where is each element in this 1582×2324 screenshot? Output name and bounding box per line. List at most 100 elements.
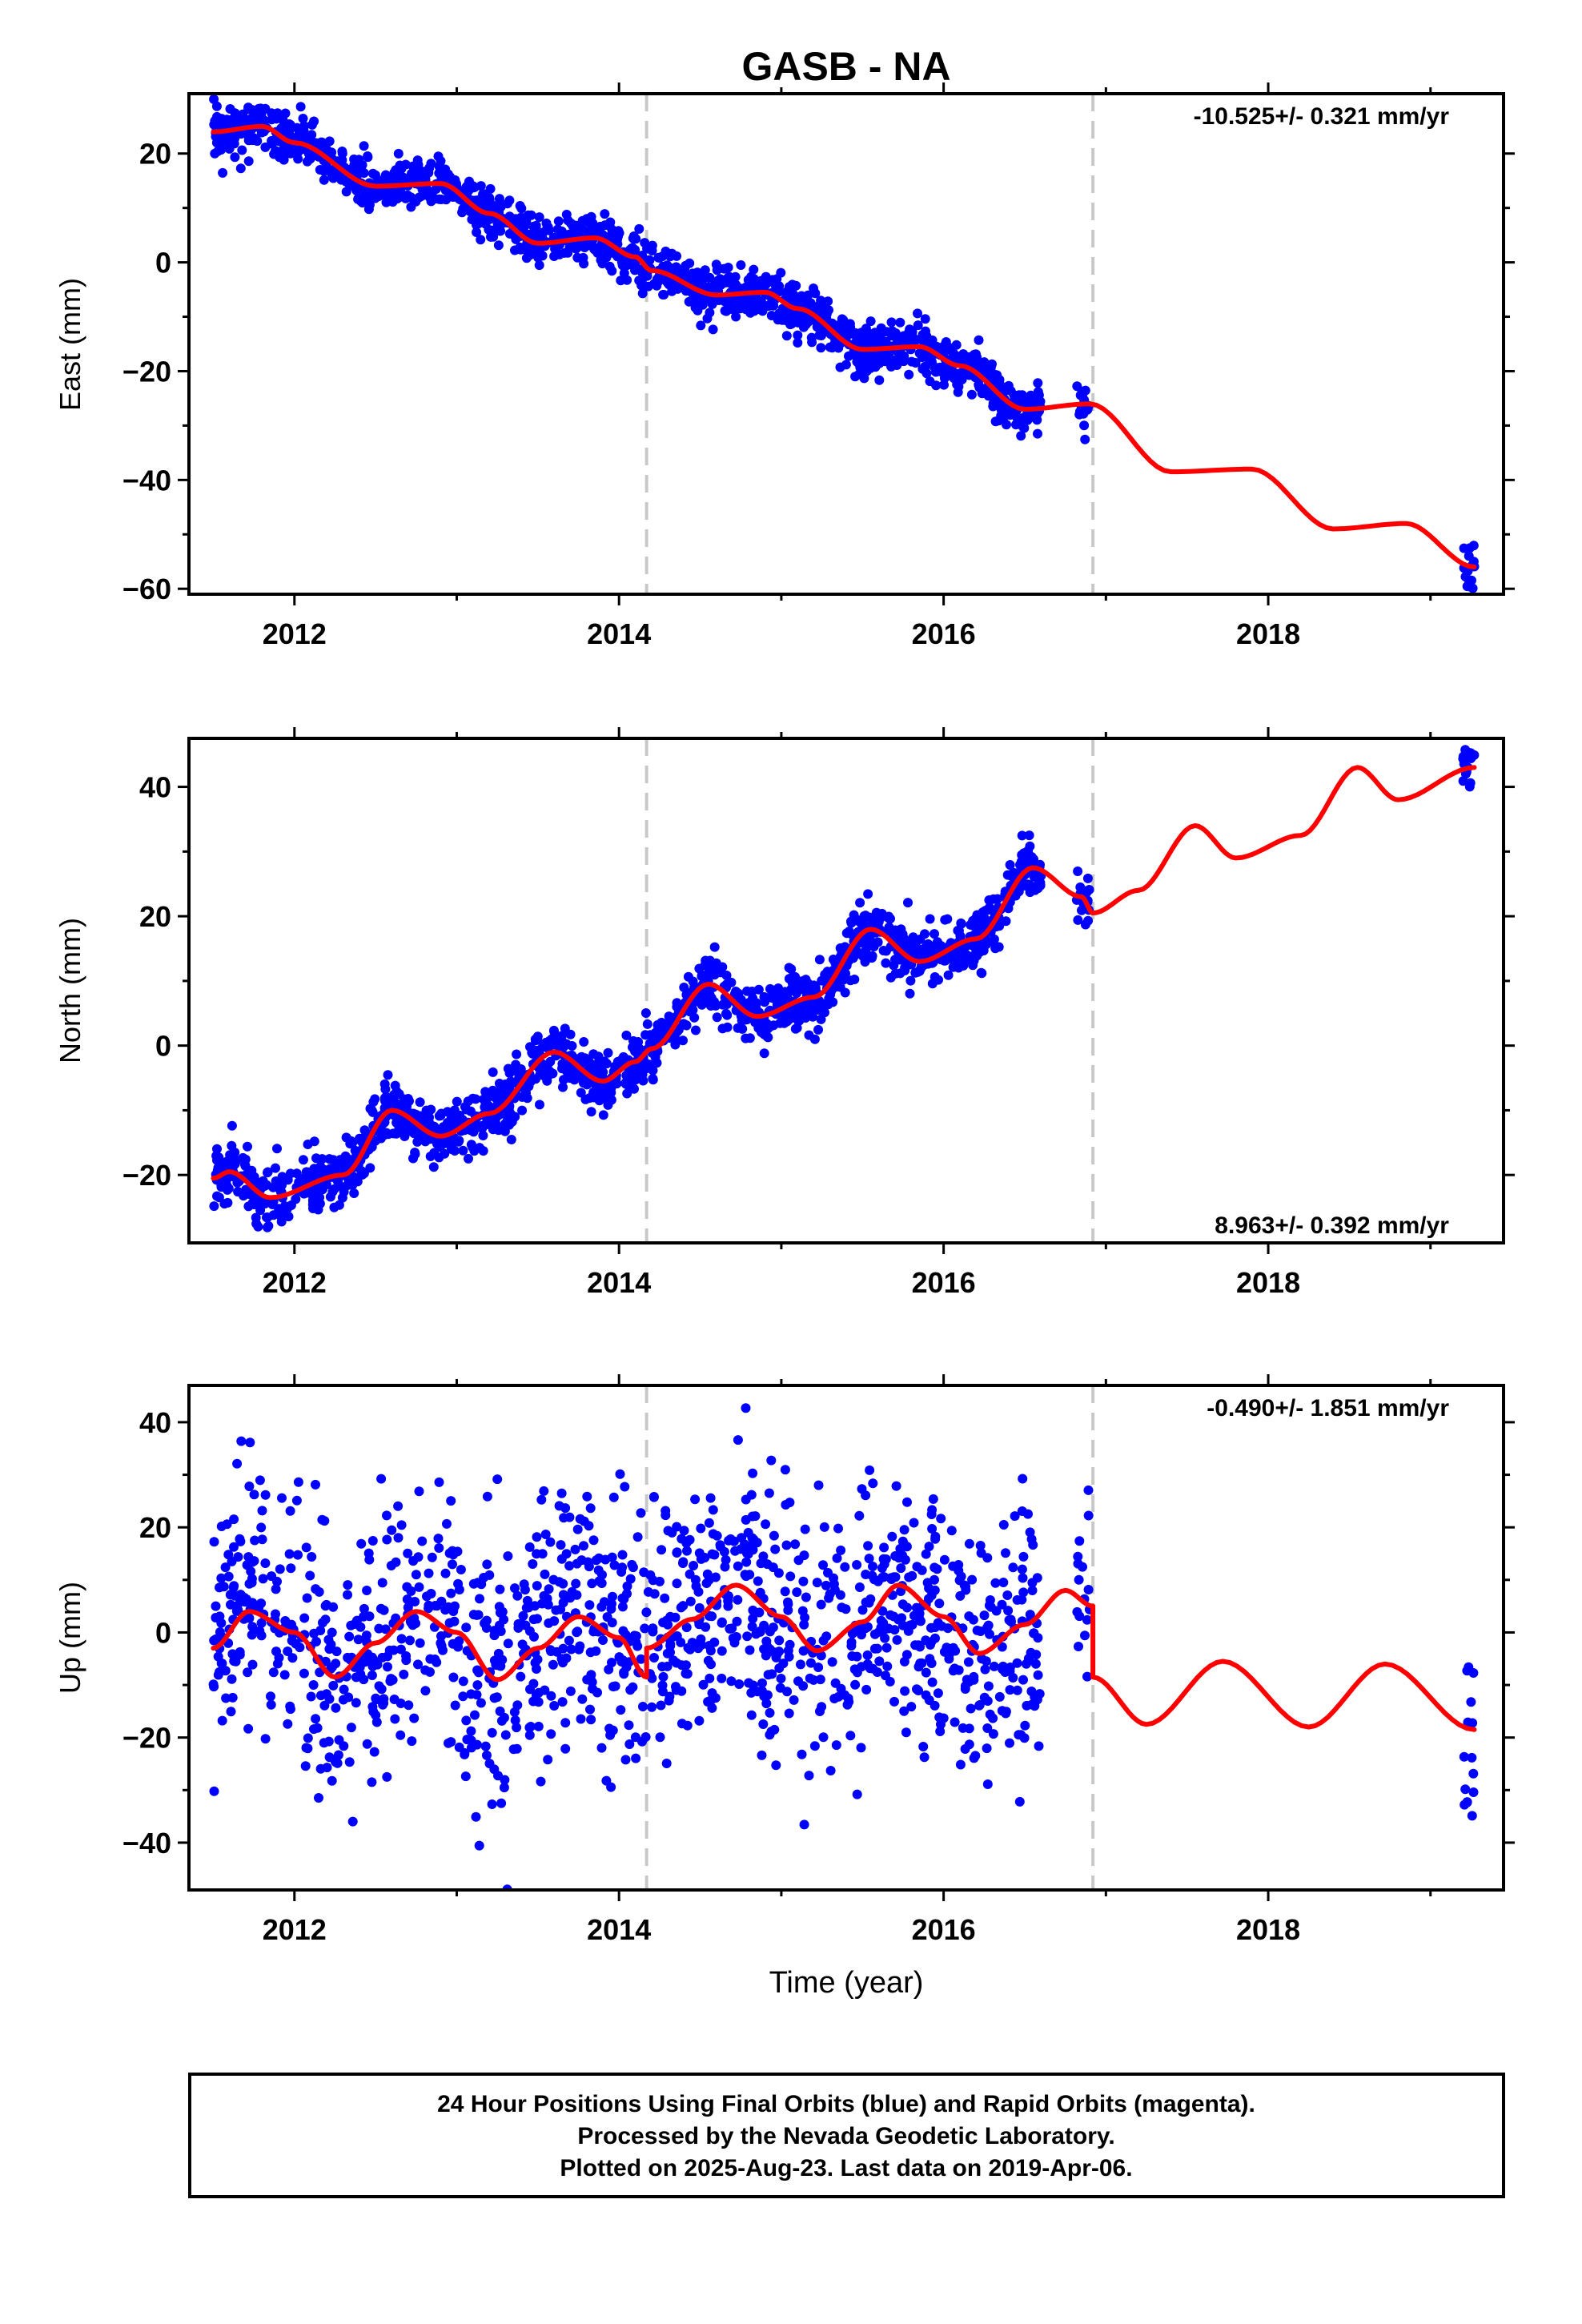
east-data-point <box>957 375 967 384</box>
up-data-point <box>876 1622 886 1633</box>
north-y-tick-label: 0 <box>155 1030 171 1063</box>
east-data-point <box>596 255 606 265</box>
up-data-point <box>481 1622 492 1633</box>
up-data-point <box>705 1673 715 1683</box>
up-data-point <box>306 1691 316 1702</box>
up-data-point <box>343 1580 353 1590</box>
up-data-point <box>548 1659 558 1670</box>
up-data-point <box>997 1599 1007 1610</box>
up-data-point <box>755 1626 765 1637</box>
up-data-point <box>512 1723 522 1733</box>
up-data-point <box>1022 1700 1032 1711</box>
up-data-point <box>321 1599 331 1610</box>
east-data-point <box>904 369 914 380</box>
up-data-point <box>741 1403 751 1413</box>
up-data-point <box>813 1663 824 1672</box>
up-data-point <box>226 1707 236 1717</box>
east-data-point <box>294 129 304 139</box>
north-data-point <box>209 1201 219 1212</box>
up-x-tick-label: 2014 <box>587 1913 651 1946</box>
up-data-point <box>617 1562 628 1573</box>
east-data-point <box>865 316 876 327</box>
up-data-point <box>434 1543 444 1553</box>
east-data-point <box>634 223 644 234</box>
up-data-point <box>308 1680 319 1690</box>
north-data-point <box>1073 866 1083 876</box>
up-data-point <box>1468 1787 1479 1797</box>
up-data-point <box>968 1614 978 1625</box>
up-data-point <box>519 1579 529 1590</box>
up-data-point <box>983 1620 994 1630</box>
north-data-point <box>496 1086 506 1096</box>
up-data-point <box>367 1777 377 1787</box>
east-data-point <box>502 199 512 209</box>
up-data-point <box>564 1635 574 1646</box>
east-data-point <box>359 141 369 151</box>
east-data-point <box>556 226 567 236</box>
north-data-point <box>914 966 925 976</box>
north-data-point <box>258 1176 268 1186</box>
up-data-point <box>926 1590 937 1601</box>
up-data-point <box>768 1622 778 1633</box>
up-data-point <box>690 1494 701 1505</box>
up-data-point <box>809 1741 820 1751</box>
north-data-point <box>689 1012 700 1023</box>
north-data-point <box>603 1047 613 1058</box>
north-data-point <box>452 1096 462 1107</box>
up-data-point <box>632 1532 643 1542</box>
up-data-point <box>233 1552 243 1562</box>
up-plot-frame <box>187 1384 1505 1892</box>
up-data-point <box>959 1580 970 1590</box>
up-data-point <box>729 1638 740 1648</box>
north-data-point <box>915 934 926 944</box>
up-data-point <box>475 1594 484 1604</box>
up-data-point <box>648 1623 658 1634</box>
north-data-point <box>629 1084 639 1094</box>
east-data-point <box>280 108 291 119</box>
north-rate-label: 8.963+/- 0.392 mm/yr <box>1215 1212 1449 1239</box>
up-data-point <box>414 1582 424 1592</box>
east-data-point <box>494 194 504 204</box>
up-data-point <box>649 1653 659 1663</box>
up-data-point <box>658 1671 669 1682</box>
up-data-point <box>696 1523 706 1534</box>
east-data-point <box>351 162 361 172</box>
figure-title: GASB - NA <box>741 44 950 89</box>
up-data-point <box>885 1610 896 1620</box>
up-data-point <box>256 1522 267 1533</box>
up-data-point <box>222 1519 232 1530</box>
up-data-point <box>1467 1752 1477 1763</box>
north-data-point <box>535 1100 544 1110</box>
north-data-point <box>1458 751 1468 762</box>
up-data-point <box>448 1546 458 1556</box>
north-data-point <box>712 1012 722 1023</box>
up-data-point <box>771 1760 781 1771</box>
north-data-point <box>227 1140 237 1151</box>
up-data-point <box>494 1602 504 1612</box>
up-data-point <box>608 1492 619 1502</box>
up-data-point <box>299 1668 309 1679</box>
up-data-point <box>1018 1587 1029 1598</box>
north-data-point <box>556 1031 567 1041</box>
up-data-point <box>560 1718 571 1728</box>
east-model-line <box>211 123 1477 569</box>
north-data-point <box>942 914 953 924</box>
up-data-point <box>1468 1718 1478 1728</box>
up-data-point <box>572 1626 583 1637</box>
up-data-point <box>767 1669 777 1679</box>
east-data-point <box>944 342 954 352</box>
north-data-point <box>759 1048 769 1059</box>
up-data-point <box>799 1619 809 1630</box>
east-data-point <box>793 330 803 340</box>
up-data-point <box>732 1616 742 1626</box>
up-data-point <box>1002 1590 1013 1600</box>
north-data-point <box>223 1184 232 1195</box>
up-data-point <box>219 1582 229 1592</box>
up-data-point <box>334 1735 344 1745</box>
east-data-point <box>969 356 979 366</box>
up-data-point <box>302 1593 312 1603</box>
up-data-point <box>594 1553 604 1563</box>
up-data-point <box>617 1593 628 1603</box>
up-data-point <box>747 1622 757 1632</box>
east-data-point <box>230 152 240 163</box>
